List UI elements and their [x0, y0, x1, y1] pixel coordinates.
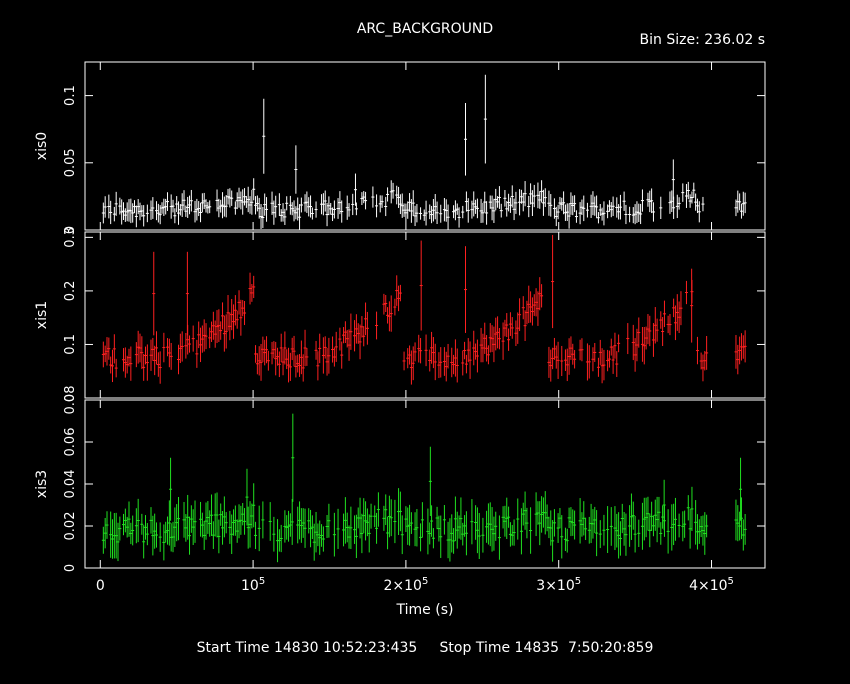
y-tick-label: 0.08 — [63, 386, 78, 415]
panel-xis3: 0 0.02 0.04 0.06 0.08 xis3 — [34, 386, 766, 572]
x-tick-label: 4×105 — [689, 576, 734, 594]
y-tick-label: 0.3 — [63, 227, 78, 248]
chart-title: ARC_BACKGROUND — [357, 21, 493, 37]
y-tick-label: 0.04 — [63, 470, 78, 499]
series-xis1 — [101, 234, 747, 385]
y-tick-label: 0.2 — [63, 281, 78, 302]
y-tick-label: 0.02 — [63, 512, 78, 541]
x-tick-exponent: 5 — [422, 576, 428, 587]
x-tick-exponent: 5 — [259, 576, 265, 587]
x-tick-label: 0 — [96, 578, 105, 594]
y-tick-label: 0.1 — [63, 334, 78, 355]
x-axis: 0 105 2×105 3×105 4×105 — [96, 576, 734, 594]
panel-frame — [84, 231, 766, 399]
y-tick-label: 0.05 — [63, 148, 78, 177]
x-tick-exponent: 5 — [728, 576, 734, 587]
panel-frame — [84, 61, 766, 231]
start-stop-time: Start Time 14830 10:52:23:435 Stop Time … — [197, 640, 654, 656]
panel-xis0: 0 0.05 0.1 xis0 — [34, 61, 766, 234]
y-tick-label: 0 — [63, 394, 78, 402]
y-axis-label: xis3 — [34, 470, 50, 498]
x-tick-label: 2×105 — [383, 576, 428, 594]
panels-group: 00.050.1xis000.10.20.3xis100.020.040.060… — [34, 61, 766, 572]
y-axis-label: xis0 — [34, 132, 50, 160]
y-tick-label: 0.06 — [63, 428, 78, 457]
y-tick-label: 0.1 — [63, 85, 78, 106]
bin-size-label: Bin Size: 236.02 s — [640, 32, 765, 48]
series-xis3 — [101, 413, 747, 563]
y-tick-label: 0 — [63, 226, 78, 234]
x-tick-exponent: 5 — [575, 576, 581, 587]
panel-xis1: 0 0.1 0.2 0.3 xis1 — [34, 227, 766, 402]
y-tick-label: 0 — [63, 564, 78, 572]
x-tick-label: 3×105 — [536, 576, 581, 594]
x-axis-label: Time (s) — [396, 602, 454, 618]
y-axis-label: xis1 — [34, 301, 50, 329]
series-xis0 — [101, 74, 747, 230]
